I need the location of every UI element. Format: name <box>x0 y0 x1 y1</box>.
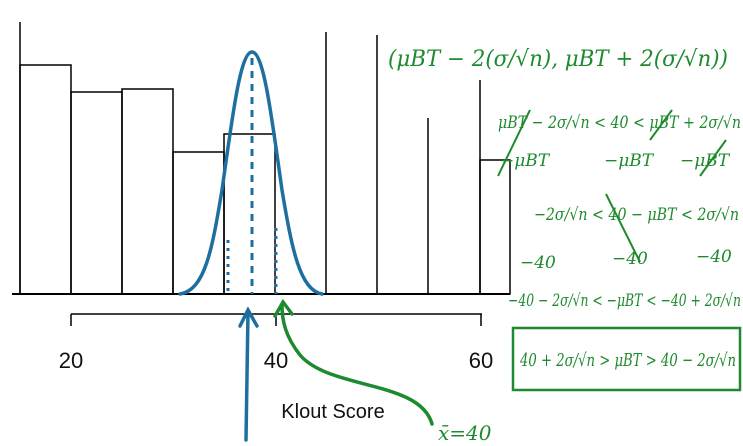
tick-label-60: 60 <box>469 348 493 373</box>
mu-arrow <box>238 306 259 442</box>
cancel-strokes <box>497 109 727 263</box>
subtract-mu-3: −μBT <box>680 151 731 171</box>
subtract-40-3: −40 <box>696 247 732 267</box>
result-box <box>511 326 742 392</box>
result-inequality: 40 + 2σ/√n > μBT > 40 − 2σ/√n <box>519 350 736 371</box>
histogram-bar <box>70 91 123 295</box>
x-axis-title: Klout Score <box>281 401 384 423</box>
inequality-line-2: −2σ/√n < 40 − μBT < 2σ/√n <box>534 205 739 225</box>
xbar-label: x̄=40 <box>438 421 492 445</box>
subtract-mu-2: −μBT <box>604 151 655 171</box>
interval-expression: (μBT − 2(σ/√n), μBT + 2(σ/√n)) <box>388 47 728 72</box>
inequality-line-1: μBT − 2σ/√n < 40 < μBT + 2σ/√n <box>498 113 741 133</box>
histogram-bar <box>19 64 72 295</box>
histogram-bar <box>121 88 174 295</box>
subtract-40-2: −40 <box>612 249 648 269</box>
subtract-40-1: −40 <box>520 253 556 273</box>
handwritten-derivation: (μBT − 2(σ/√n), μBT + 2(σ/√n)) μBT − 2σ/… <box>388 47 742 392</box>
background-lines <box>19 22 481 294</box>
histogram-bar <box>223 133 276 295</box>
sampling-distribution-curve <box>178 50 324 296</box>
xbar-arrow <box>273 298 434 426</box>
subtract-mu-1: −μBT <box>500 151 551 171</box>
inequality-line-3: −40 − 2σ/√n < −μBT < −40 + 2σ/√n <box>508 291 741 311</box>
tick-label-40: 40 <box>264 348 288 373</box>
histogram-bar <box>479 159 511 295</box>
tick-label-20: 20 <box>59 348 83 373</box>
histogram <box>19 64 511 295</box>
